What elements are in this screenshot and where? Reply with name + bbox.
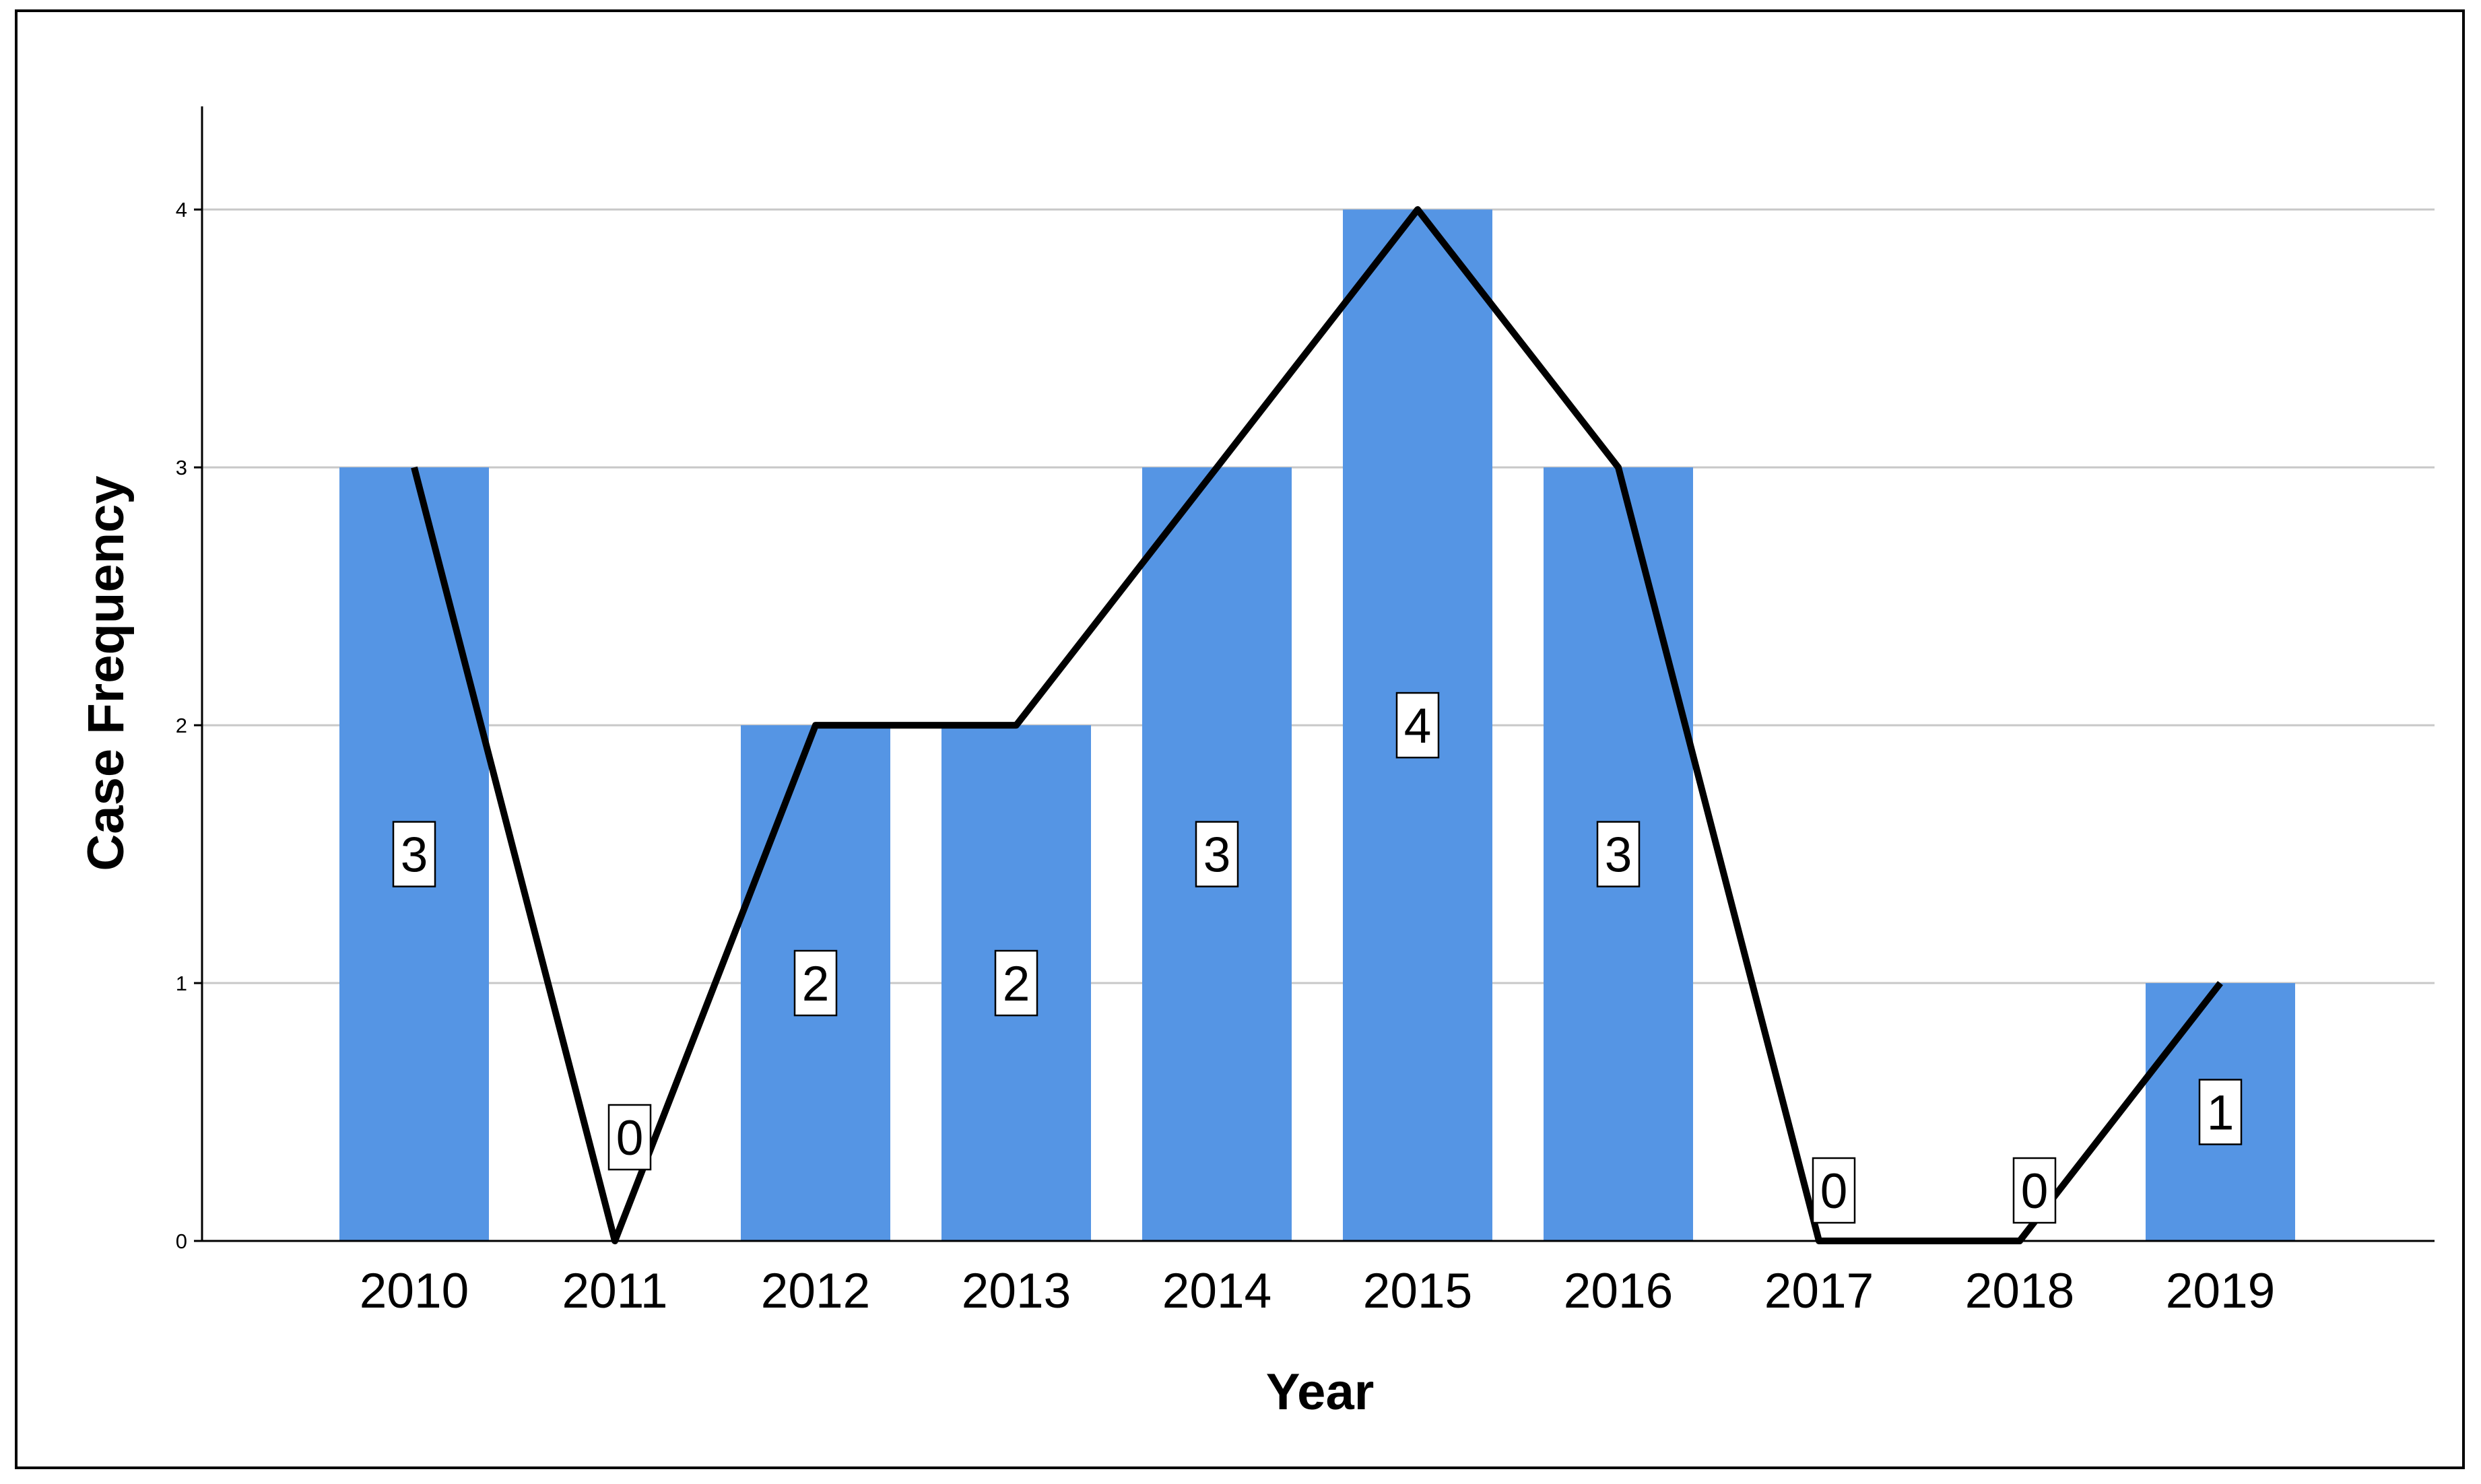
x-tick-label: 2017 bbox=[1764, 1264, 1874, 1318]
data-label-text: 0 bbox=[616, 1111, 644, 1166]
y-tick-label: 2 bbox=[176, 714, 187, 737]
axes bbox=[201, 106, 2435, 1242]
y-tick-label: 0 bbox=[176, 1229, 187, 1253]
data-label-box bbox=[1195, 821, 1239, 887]
data-label-text: 0 bbox=[2021, 1164, 2049, 1219]
x-tick-label: 2010 bbox=[360, 1264, 469, 1318]
x-axis-title: Year bbox=[1266, 1363, 1375, 1421]
y-tick-labels: 0 1 2 3 4 bbox=[176, 198, 202, 1253]
data-label-box bbox=[607, 1104, 652, 1171]
data-label: 0 bbox=[1812, 1157, 1856, 1224]
y-tick-label: 3 bbox=[176, 456, 187, 479]
chart-frame bbox=[15, 9, 2465, 1469]
data-label: 0 bbox=[2012, 1157, 2057, 1224]
data-label-box bbox=[2198, 1079, 2243, 1145]
data-label-text: 3 bbox=[1203, 828, 1231, 883]
y-axis-title: Case Frequency bbox=[77, 475, 135, 871]
data-label-text: 1 bbox=[2207, 1086, 2235, 1141]
data-label-box bbox=[392, 821, 436, 887]
x-tick-label: 2012 bbox=[761, 1264, 870, 1318]
data-label-box bbox=[793, 949, 838, 1017]
data-label-box bbox=[1395, 692, 1440, 759]
data-label-text: 4 bbox=[1404, 699, 1432, 753]
x-tick-label: 2013 bbox=[962, 1264, 1071, 1318]
data-label: 1 bbox=[2198, 1079, 2243, 1145]
x-tick-label: 2015 bbox=[1363, 1264, 1472, 1318]
data-label-text: 3 bbox=[1605, 828, 1632, 883]
data-label-text: 3 bbox=[401, 828, 428, 883]
trend-line-path bbox=[411, 206, 2223, 1244]
data-label: 0 bbox=[607, 1104, 652, 1171]
x-tick-label: 2014 bbox=[1162, 1264, 1271, 1318]
data-label-text: 2 bbox=[1003, 957, 1030, 1011]
x-tick-label: 2016 bbox=[1564, 1264, 1673, 1318]
y-tick-label: 1 bbox=[176, 972, 187, 995]
gridlines bbox=[202, 208, 2435, 984]
x-tick-label: 2019 bbox=[2166, 1264, 2275, 1318]
data-label: 3 bbox=[392, 821, 436, 887]
data-label-text: 0 bbox=[1820, 1164, 1848, 1219]
data-label-box bbox=[2012, 1157, 2057, 1224]
data-label: 2 bbox=[994, 949, 1038, 1017]
data-label-text: 2 bbox=[802, 957, 830, 1011]
data-label: 4 bbox=[1395, 692, 1440, 759]
trend-line bbox=[411, 206, 2223, 1244]
data-label-box bbox=[994, 949, 1038, 1017]
data-label: 3 bbox=[1195, 821, 1239, 887]
y-tick-label: 4 bbox=[176, 198, 187, 222]
x-tick-label: 2011 bbox=[562, 1264, 668, 1318]
data-label-box bbox=[1812, 1157, 1856, 1224]
x-tick-labels: 2010 2011 2012 2013 2014 2015 2016 2017 2018 2019 bbox=[360, 1264, 2275, 1318]
data-label: 2 bbox=[793, 949, 838, 1017]
data-labels: 3 0 2 2 3 4 3 0 0 1 bbox=[392, 692, 2243, 1224]
data-label: 3 bbox=[1596, 821, 1641, 887]
data-label-box bbox=[1596, 821, 1641, 887]
x-tick-label: 2018 bbox=[1965, 1264, 2074, 1318]
